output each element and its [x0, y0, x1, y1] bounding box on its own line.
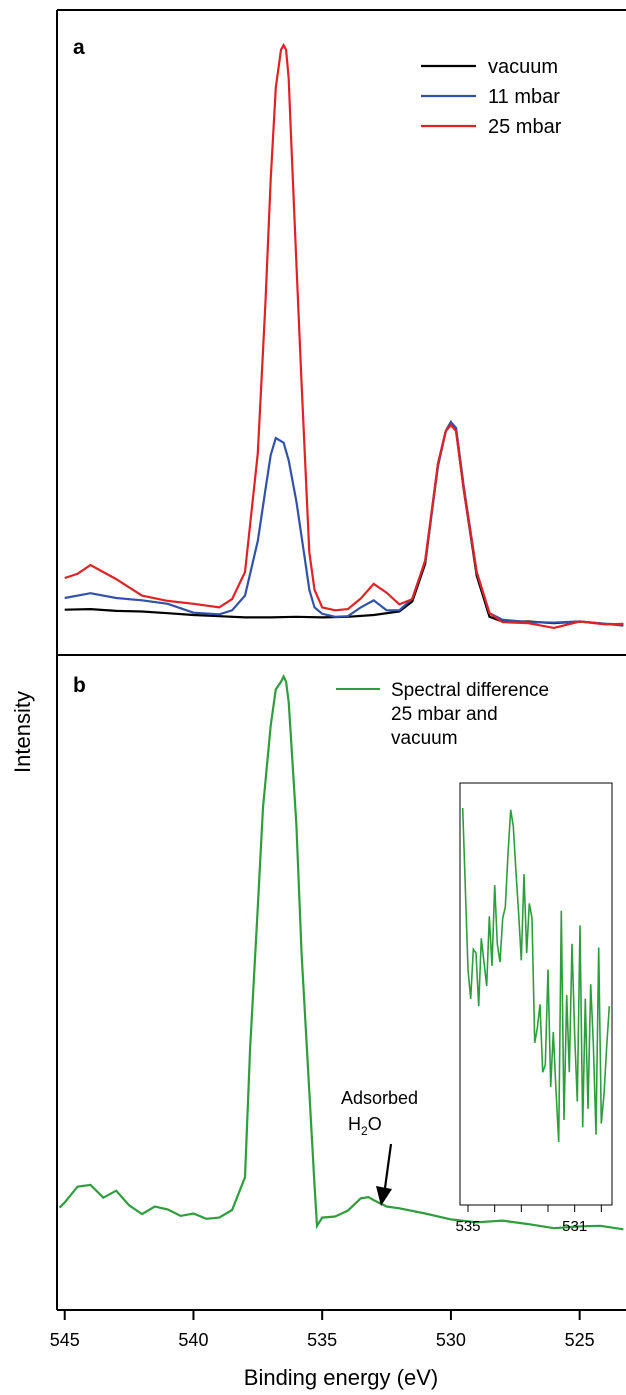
legend-label-line-2: 25 mbar and [391, 704, 498, 725]
inset-tick-label: 531 [562, 1218, 587, 1235]
legend-label-11-mbar: 11 mbar [488, 86, 560, 108]
annotation-text-h2o: H2O [348, 1114, 382, 1138]
x-tick-label: 530 [436, 1330, 466, 1350]
x-tick-label: 540 [178, 1330, 208, 1350]
y-axis-label: Intensity [10, 691, 35, 773]
series-line-spectral-difference [58, 673, 624, 1231]
adsorbed-water-annotation: Adsorbed H2O [341, 1088, 418, 1206]
x-tick-label: 525 [565, 1330, 595, 1350]
x-axis-label: Binding energy (eV) [244, 1365, 438, 1390]
plot-frame [56, 9, 626, 1311]
series-line-25-mbar [64, 42, 624, 630]
x-tick-label: 545 [50, 1330, 80, 1350]
inset-tick-label: 535 [455, 1218, 480, 1235]
annotation-o: O [368, 1114, 382, 1134]
annotation-arrow-shaft [383, 1143, 393, 1189]
panel-label-b: b [73, 674, 86, 697]
inset-plot: 535 531 [455, 782, 613, 1235]
x-axis-ticks: 545 540 535 530 525 [50, 1310, 595, 1350]
legend-label-25-mbar: 25 mbar [488, 116, 562, 138]
panel-a-series [64, 42, 624, 630]
x-tick-label: 535 [307, 1330, 337, 1350]
panel-a-legend: vacuum 11 mbar 25 mbar [421, 56, 562, 138]
inset-x-ticks: 535 531 [455, 1205, 602, 1235]
series-line-11-mbar [64, 420, 624, 627]
annotation-text-adsorbed: Adsorbed [341, 1088, 418, 1108]
legend-label-line-1: Spectral difference [391, 680, 549, 701]
panel-label-a: a [73, 36, 85, 59]
inset-series-line [461, 807, 611, 1143]
legend-label-vacuum: vacuum [488, 56, 558, 78]
annotation-subscript-2: 2 [361, 1124, 368, 1138]
series-line-vacuum [64, 419, 624, 626]
annotation-arrow-head [376, 1186, 392, 1206]
panel-b-series [58, 673, 624, 1231]
legend-label-line-3: vacuum [391, 728, 458, 749]
inset-frame [459, 782, 613, 1206]
panel-b-legend: Spectral difference 25 mbar and vacuum [336, 680, 549, 749]
annotation-h: H [348, 1114, 361, 1134]
